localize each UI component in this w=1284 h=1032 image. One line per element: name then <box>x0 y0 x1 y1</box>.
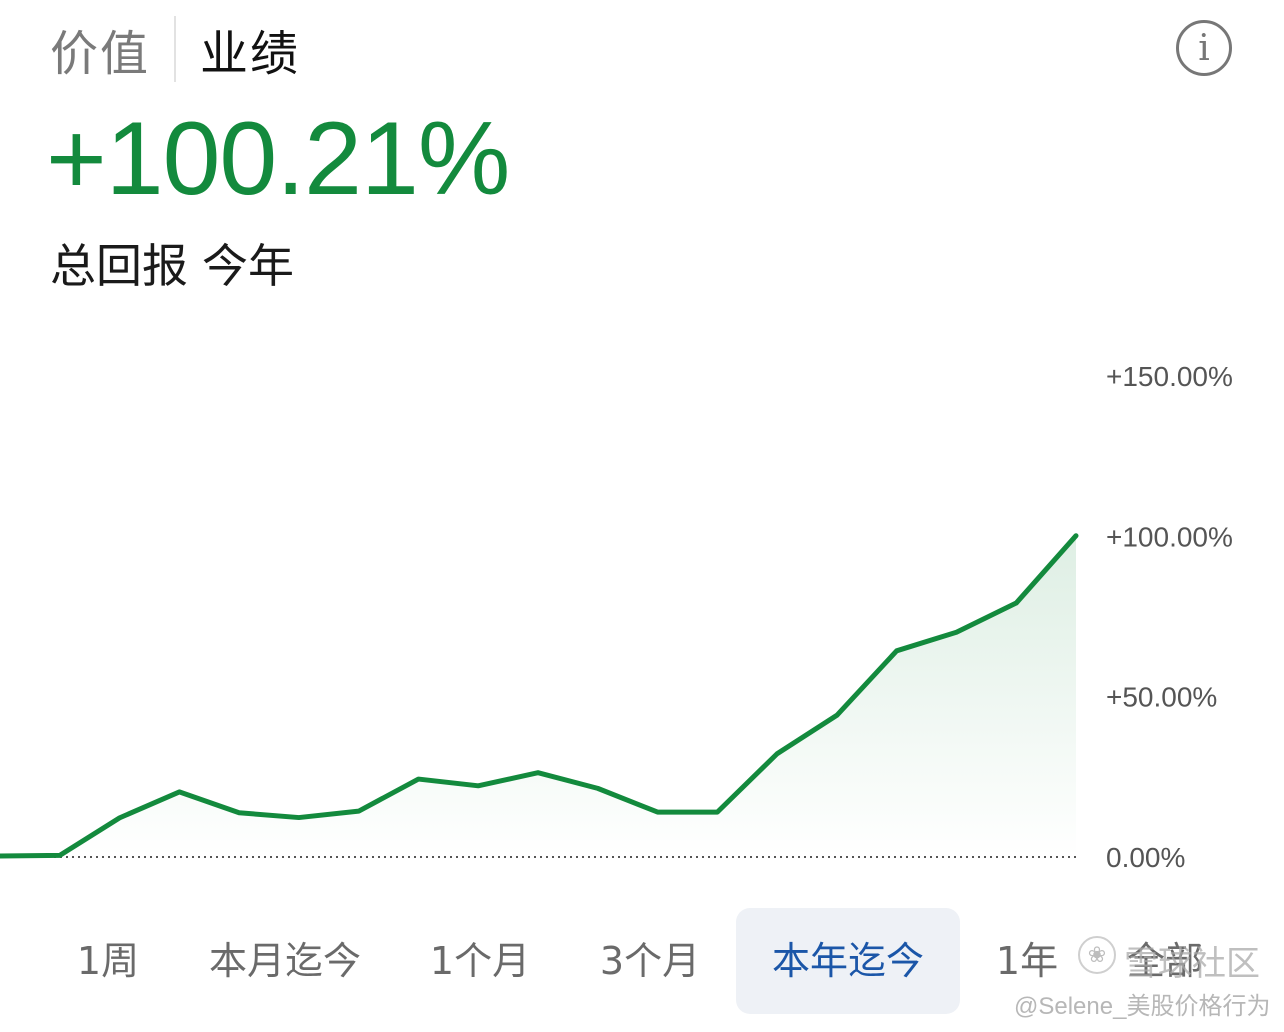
performance-chart: +150.00% +100.00% +50.00% 0.00% <box>0 361 1233 873</box>
info-icon[interactable]: i <box>1176 20 1232 76</box>
range-button[interactable]: 本年迄今 <box>736 908 960 1014</box>
watermark-logo-icon: ❀ <box>1078 936 1116 974</box>
watermark-author: @Selene_美股价格行为 <box>1014 993 1271 1020</box>
range-button[interactable]: 1周 <box>76 939 140 983</box>
y-tick-label: +50.00% <box>1106 682 1217 713</box>
tab-value[interactable]: 价值 <box>50 26 151 82</box>
return-subtitle: 总回报 今年 <box>50 230 294 296</box>
tab-performance[interactable]: 业绩 <box>200 26 301 82</box>
range-button[interactable]: 本月迄今 <box>208 939 361 983</box>
y-tick-label: +100.00% <box>1106 521 1233 552</box>
chart-series-line <box>0 533 1079 859</box>
y-tick-label: +150.00% <box>1106 361 1233 392</box>
tab-bar: 价值 业绩 <box>50 14 300 84</box>
chart-area-fill <box>0 535 1076 857</box>
watermark-text: 雪球社区 <box>1124 944 1260 984</box>
range-button[interactable]: 全部 <box>1126 939 1203 983</box>
y-tick-label: 0.00% <box>1106 842 1185 873</box>
total-return-value: +100.21% <box>46 101 510 217</box>
range-button[interactable]: 1年 <box>995 939 1059 983</box>
return-period: 今年 <box>202 239 294 293</box>
return-label: 总回报 <box>50 239 188 293</box>
range-button[interactable]: 1个月 <box>429 939 531 983</box>
range-selector: 1周 本月迄今 1个月 3个月 本年迄今 1年 全部 <box>0 908 1284 1016</box>
range-button[interactable]: 3个月 <box>599 939 701 983</box>
tab-divider <box>174 16 177 82</box>
